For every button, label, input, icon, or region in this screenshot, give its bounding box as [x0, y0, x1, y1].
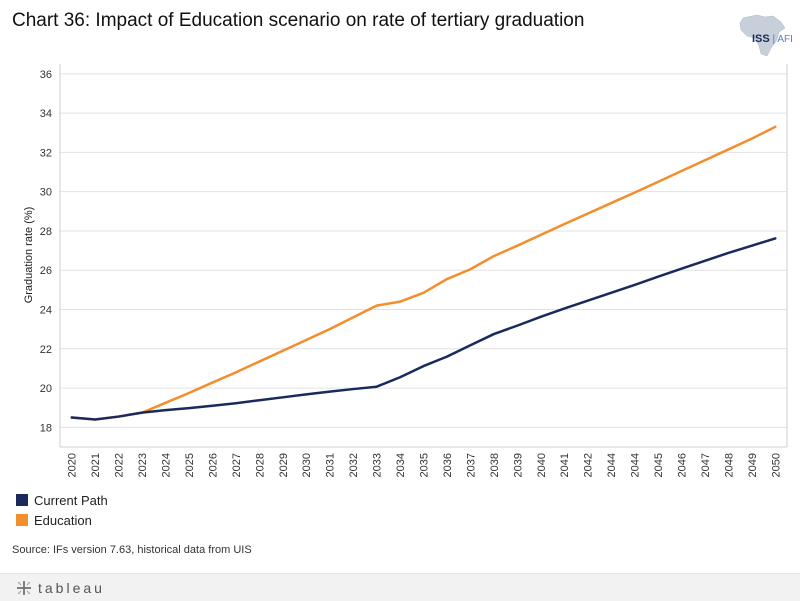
x-tick-label: 2026 — [207, 453, 219, 477]
chart-title: Chart 36: Impact of Education scenario o… — [12, 10, 585, 31]
legend-label-education: Education — [34, 512, 92, 528]
x-tick-label: 2040 — [536, 453, 548, 477]
series-line-education[interactable] — [70, 125, 777, 421]
legend-item-education[interactable]: Education — [16, 510, 108, 530]
y-tick-label: 30 — [40, 187, 52, 199]
x-tick-label: 2020 — [67, 453, 79, 477]
y-axis-label: Graduation rate (%) — [23, 207, 35, 304]
x-tick-label: 2045 — [653, 453, 665, 477]
y-tick-label: 28 — [40, 226, 52, 238]
y-tick-label: 26 — [40, 265, 52, 277]
x-tick-label: 2037 — [465, 453, 477, 477]
tableau-wordmark: tableau — [38, 580, 105, 596]
tableau-logo-icon — [17, 581, 31, 595]
x-tick-label: 2031 — [325, 453, 337, 477]
series-line-current-path[interactable] — [70, 237, 777, 421]
legend-label-current-path: Current Path — [34, 492, 108, 508]
iss-logo[interactable]: ISS | AFI — [752, 33, 793, 45]
source-note: Source: IFs version 7.63, historical dat… — [12, 544, 252, 556]
y-tick-label: 18 — [40, 422, 52, 434]
x-tick-label: 2049 — [747, 453, 759, 477]
x-tick-label: 2042 — [583, 453, 595, 477]
africa-map-icon — [739, 14, 786, 57]
plot-frame — [59, 64, 788, 448]
x-tick-label: 2024 — [161, 453, 173, 477]
legend-swatch-education — [16, 514, 28, 526]
x-tick-label: 2027 — [231, 453, 243, 477]
x-tick-label: 2047 — [700, 453, 712, 477]
y-tick-label: 22 — [40, 344, 52, 356]
x-tick-label: 2032 — [348, 453, 360, 477]
y-tick-label: 20 — [40, 383, 52, 395]
x-tick-label: 2041 — [559, 453, 571, 477]
y-tick-label: 36 — [40, 69, 52, 81]
legend-item-current-path[interactable]: Current Path — [16, 490, 108, 510]
series-lines — [70, 125, 777, 421]
x-tick-label: 2038 — [489, 453, 501, 477]
y-tick-label: 32 — [40, 147, 52, 159]
x-tick-label: 2034 — [395, 453, 407, 477]
x-tick-label: 2025 — [184, 453, 196, 477]
x-tick-label: 2046 — [676, 453, 688, 477]
y-tick-label: 24 — [40, 305, 52, 317]
legend: Current Path Education — [16, 490, 108, 530]
logo-sub-text: AFI — [777, 34, 793, 45]
legend-swatch-current-path — [16, 494, 28, 506]
x-tick-label: 2035 — [419, 453, 431, 477]
x-tick-label: 2029 — [278, 453, 290, 477]
x-tick-label: 2036 — [442, 453, 454, 477]
x-tick-label: 2028 — [254, 453, 266, 477]
x-tick-label: 2050 — [770, 453, 782, 477]
x-tick-label: 2023 — [137, 453, 149, 477]
footer-bar: tableau — [0, 573, 800, 601]
logo-text: ISS — [752, 33, 770, 45]
tableau-link[interactable]: tableau — [14, 578, 105, 598]
x-tick-label: 2030 — [301, 453, 313, 477]
x-axis-ticks: 2020 2021 2022 2023 2024 2025 2026 2027 2028 2029… — [67, 453, 783, 477]
x-tick-label: 2044 — [606, 453, 618, 477]
x-tick-label: 2039 — [512, 453, 524, 477]
x-tick-label: 2048 — [723, 453, 735, 477]
x-tick-label: 2022 — [114, 453, 126, 477]
x-tick-label: 2044 — [630, 453, 642, 477]
x-tick-label: 2021 — [90, 453, 102, 477]
x-tick-label: 2033 — [372, 453, 384, 477]
gridlines — [60, 73, 787, 428]
y-tick-label: 34 — [40, 108, 52, 120]
y-axis-ticks: 18 20 22 24 26 28 30 32 34 36 — [40, 69, 52, 435]
